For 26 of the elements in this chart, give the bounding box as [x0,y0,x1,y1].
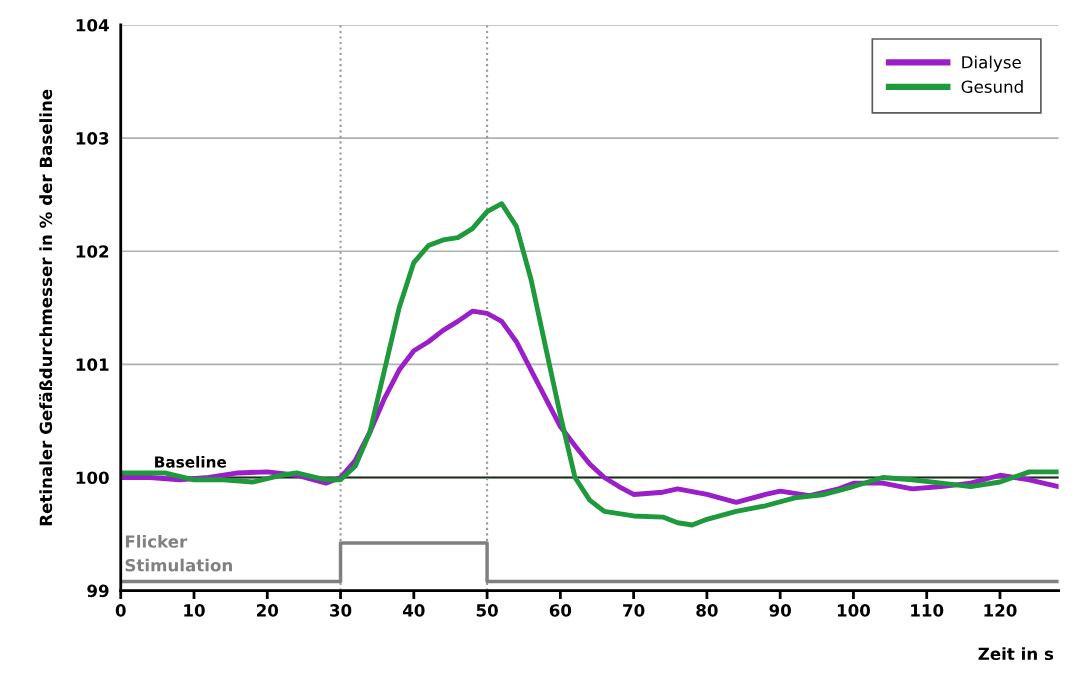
x-tick-label: 90 [769,604,791,617]
x-tick-label: 100 [837,604,871,617]
x-axis-title: Zeit in s [978,647,1054,661]
x-tick-label: 20 [257,604,279,617]
x-tick-label: 10 [184,604,205,617]
x-tick-label: 110 [911,604,944,617]
x-tick-label: 60 [549,604,572,617]
x-tick-label: 70 [623,604,645,617]
y-tick-label: 99 [87,584,109,598]
y-axis-title: Retinaler Gefäßdurchmesser in % der Baseline [39,89,53,526]
ref-line-label: Baseline [155,455,227,468]
y-tick-label: 100 [76,471,109,485]
y-tick-label: 101 [76,358,109,371]
legend-label: Gesund [961,80,1023,93]
y-tick-label: 103 [76,132,109,145]
line-series [120,201,1059,528]
y-tick-label: 102 [76,245,109,258]
x-tick-label: 40 [402,604,425,617]
x-tick-label: 80 [696,604,718,617]
x-tick-label: 30 [330,604,352,617]
x-tick-label: 50 [476,604,498,617]
series-label: Flicker Stimulation [125,534,232,572]
legend-label: Dialyse [962,55,1021,72]
x-tick-label: 120 [984,604,1017,617]
y-tick-label: 104 [76,18,109,32]
x-tick-label: 0 [115,604,126,617]
